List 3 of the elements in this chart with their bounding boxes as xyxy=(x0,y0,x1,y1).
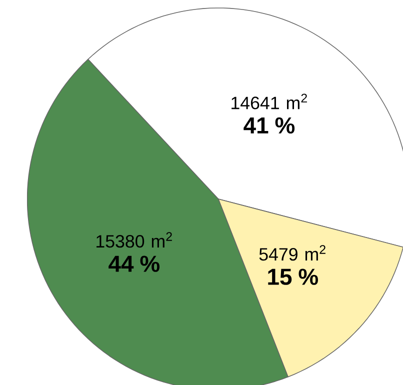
text: 15380 m$^{2}$ 44 % xyxy=(96,232,172,272)
text: 5479 m$^{2}$ 15 % xyxy=(259,244,326,285)
text: 14641 m$^{2}$ 41 % xyxy=(232,94,307,134)
